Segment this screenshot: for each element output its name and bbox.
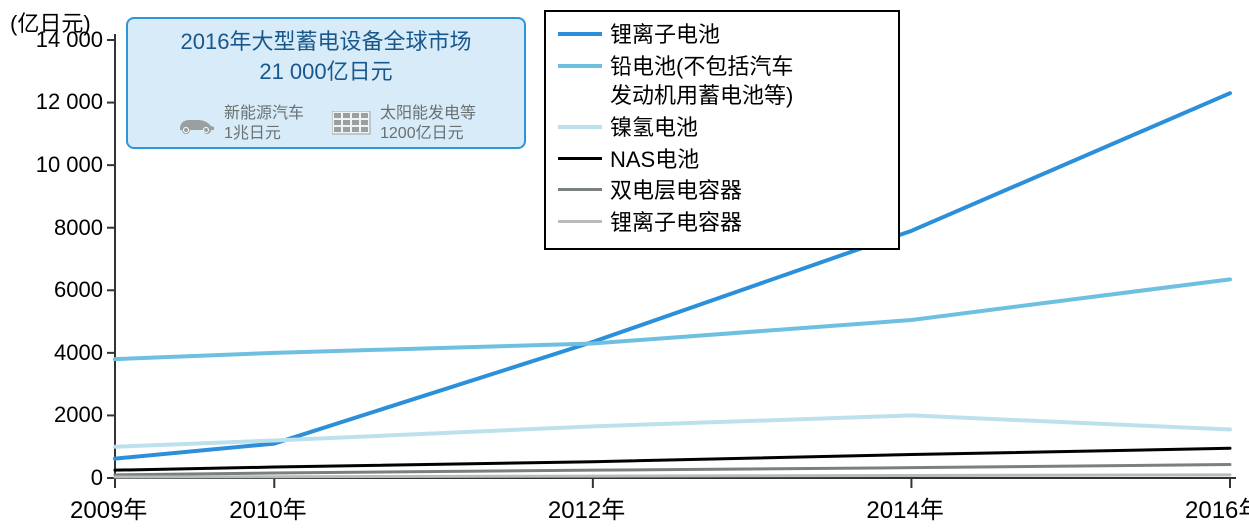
- callout-item-line2: 1兆日元: [224, 124, 304, 143]
- y-tick-label: 14 000: [36, 27, 103, 53]
- legend-label: 锂离子电容器: [610, 208, 742, 238]
- y-tick-label: 10 000: [36, 152, 103, 178]
- legend-item: 锂离子电容器: [558, 208, 886, 238]
- callout-title-line1: 2016年大型蓄电设备全球市场: [142, 27, 510, 57]
- legend: 锂离子电池铅电池(不包括汽车发动机用蓄电池等)镍氢电池NAS电池双电层电容器锂离…: [544, 10, 900, 250]
- callout-items: 新能源汽车1兆日元太阳能发电等1200亿日元: [142, 104, 510, 142]
- x-tick-label: 2016年: [1185, 490, 1249, 525]
- chart-container: (亿日元) 0200040006000800010 00012 00014 00…: [0, 0, 1249, 530]
- series-lead_acid: [115, 279, 1230, 359]
- legend-item: 锂离子电池: [558, 20, 886, 50]
- legend-swatch: [558, 157, 602, 160]
- solar-panel-icon: [332, 111, 372, 137]
- legend-label: 镍氢电池: [610, 113, 698, 143]
- legend-label: 双电层电容器: [610, 176, 742, 206]
- callout-item-line1: 太阳能发电等: [380, 104, 476, 123]
- x-tick-label: 2014年: [866, 490, 943, 525]
- market-callout: 2016年大型蓄电设备全球市场 21 000亿日元 新能源汽车1兆日元太阳能发电…: [126, 17, 526, 149]
- y-tick-label: 0: [91, 465, 103, 491]
- legend-label: NAS电池: [610, 145, 699, 175]
- legend-swatch: [558, 188, 602, 191]
- legend-swatch: [558, 32, 602, 36]
- callout-title-line2: 21 000亿日元: [142, 57, 510, 87]
- legend-swatch: [558, 125, 602, 129]
- x-tick-label: 2012年: [548, 490, 625, 525]
- callout-title: 2016年大型蓄电设备全球市场 21 000亿日元: [142, 27, 510, 86]
- x-tick-label: 2009年: [70, 490, 147, 525]
- car-icon: [176, 112, 216, 136]
- series-li_ion_cap: [115, 475, 1230, 477]
- series-nimh: [115, 415, 1230, 446]
- callout-item: 新能源汽车1兆日元: [176, 104, 304, 142]
- y-tick-label: 8000: [54, 215, 103, 241]
- y-tick-label: 4000: [54, 340, 103, 366]
- callout-item-line1: 新能源汽车: [224, 104, 304, 123]
- callout-item-line2: 1200亿日元: [380, 124, 476, 143]
- y-tick-label: 12 000: [36, 89, 103, 115]
- legend-item: 双电层电容器: [558, 176, 886, 206]
- legend-swatch: [558, 220, 602, 223]
- legend-item: 镍氢电池: [558, 113, 886, 143]
- legend-item: 铅电池(不包括汽车发动机用蓄电池等): [558, 52, 886, 111]
- y-tick-label: 2000: [54, 402, 103, 428]
- callout-item: 太阳能发电等1200亿日元: [332, 104, 476, 142]
- x-tick-label: 2010年: [229, 490, 306, 525]
- legend-item: NAS电池: [558, 145, 886, 175]
- legend-label: 锂离子电池: [610, 20, 720, 50]
- legend-swatch: [558, 64, 602, 68]
- legend-label: 铅电池(不包括汽车发动机用蓄电池等): [610, 52, 793, 111]
- y-tick-label: 6000: [54, 277, 103, 303]
